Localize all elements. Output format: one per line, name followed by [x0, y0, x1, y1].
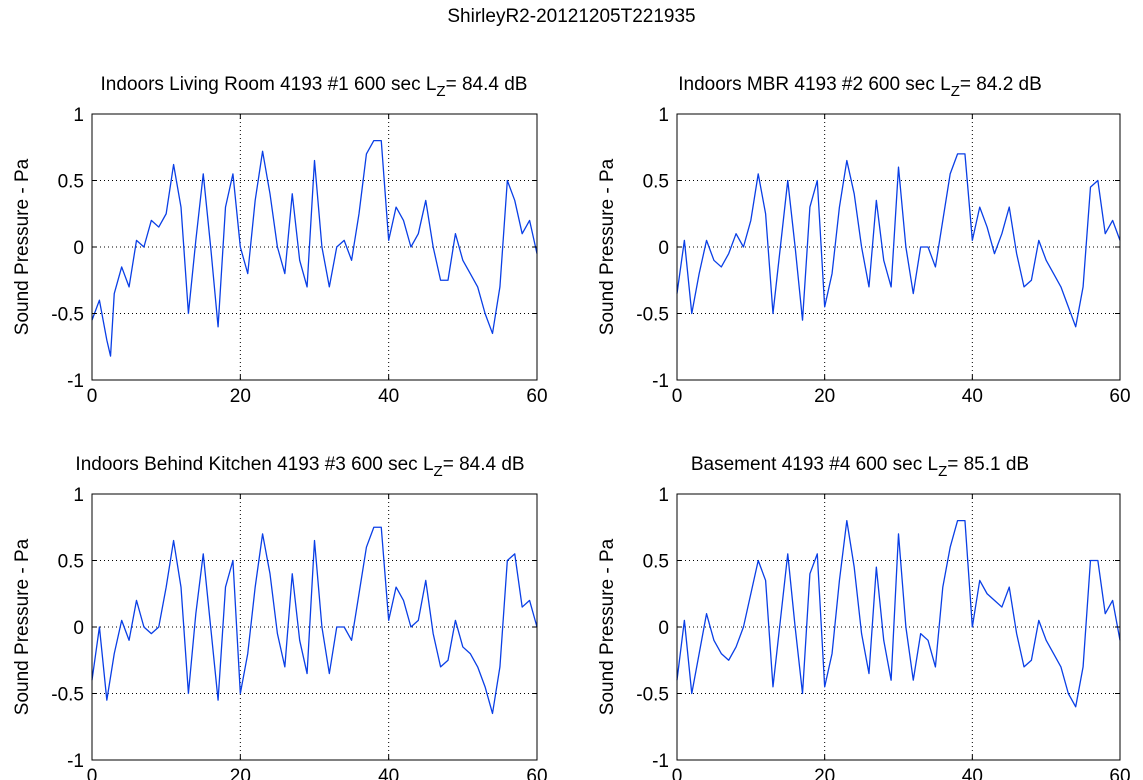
y-tick-label: -0.5 [636, 685, 669, 706]
chart-title-text: Indoors Living Room 4193 #1 600 sec L [101, 74, 437, 95]
series-line [91, 139, 538, 357]
x-tick-label: 20 [814, 766, 835, 780]
x-tick-label: 0 [672, 766, 683, 780]
y-tick-label: 0 [658, 618, 669, 639]
y-tick-label: 0.5 [643, 552, 669, 573]
y-tick-label: 0.5 [58, 552, 84, 573]
y-axis-label: Sound Pressure - Pa [12, 158, 33, 335]
x-tick-label: 0 [672, 386, 683, 407]
x-tick-label: 20 [230, 766, 251, 780]
x-tick-label: 20 [230, 386, 251, 407]
y-tick-label: 0 [73, 238, 84, 259]
series-line [676, 153, 1121, 328]
y-tick-label: 0 [658, 238, 669, 259]
chart-title: Indoors Behind Kitchen 4193 #3 600 sec L… [75, 454, 524, 480]
chart-title-subscript: Z [434, 463, 443, 480]
chart-title-tail: = 85.1 dB [947, 454, 1029, 475]
figure-title: ShirleyR2-20121205T221935 [447, 6, 696, 27]
grid [677, 114, 1120, 380]
x-tick-label: 0 [87, 766, 98, 780]
x-tick-label: 60 [1109, 766, 1130, 780]
y-axis-label: Sound Pressure - Pa [597, 538, 618, 715]
x-tick-label: 40 [962, 386, 983, 407]
chart-title-text: Indoors Behind Kitchen 4193 #3 600 sec L [75, 454, 433, 475]
x-tick-label: 60 [526, 766, 547, 780]
grid [92, 494, 537, 760]
x-tick-label: 60 [526, 386, 547, 407]
y-tick-label: 1 [73, 105, 84, 126]
y-tick-label: 0.5 [643, 172, 669, 193]
chart-panel-mbr: Indoors MBR 4193 #2 600 sec LZ= 84.2 dB 0… [597, 74, 1131, 407]
axes-box [91, 113, 538, 381]
chart-title-subscript: Z [436, 83, 445, 100]
chart-panel-living-room: Indoors Living Room 4193 #1 600 sec LZ= … [12, 74, 548, 407]
chart-title: Basement 4193 #4 600 sec LZ= 85.1 dB [691, 454, 1029, 480]
y-tick-label: -1 [67, 371, 84, 392]
y-tick-label: -1 [67, 751, 84, 772]
x-tick-label: 60 [1109, 386, 1130, 407]
chart-title-tail: = 84.4 dB [443, 454, 525, 475]
series-line [676, 519, 1121, 708]
y-tick-label: 1 [658, 485, 669, 506]
chart-title: Indoors Living Room 4193 #1 600 sec LZ= … [101, 74, 528, 100]
x-tick-label: 40 [378, 386, 399, 407]
chart-title-tail: = 84.2 dB [960, 74, 1042, 95]
y-tick-label: -0.5 [51, 685, 84, 706]
y-tick-label: -0.5 [51, 305, 84, 326]
chart-title: Indoors MBR 4193 #2 600 sec LZ= 84.2 dB [678, 74, 1042, 100]
chart-title-subscript: Z [951, 83, 960, 100]
chart-panel-basement: Basement 4193 #4 600 sec LZ= 85.1 dB 0 20 4… [597, 454, 1131, 780]
chart-panel-behind-kitchen: Indoors Behind Kitchen 4193 #3 600 sec L… [12, 454, 548, 780]
chart-title-text: Indoors MBR 4193 #2 600 sec L [678, 74, 951, 95]
y-tick-label: -0.5 [636, 305, 669, 326]
y-axis-label: Sound Pressure - Pa [597, 158, 618, 335]
x-tick-label: 20 [814, 386, 835, 407]
series-line [91, 526, 538, 715]
y-tick-label: 0 [73, 618, 84, 639]
chart-title-tail: = 84.4 dB [446, 74, 528, 95]
x-tick-label: 40 [962, 766, 983, 780]
y-tick-label: -1 [652, 751, 669, 772]
grid [92, 114, 537, 380]
y-tick-label: 1 [73, 485, 84, 506]
x-tick-label: 0 [87, 386, 98, 407]
y-tick-label: 1 [658, 105, 669, 126]
y-axis-label: Sound Pressure - Pa [12, 538, 33, 715]
y-tick-label: 0.5 [58, 172, 84, 193]
x-tick-label: 40 [378, 766, 399, 780]
chart-title-subscript: Z [938, 463, 947, 480]
chart-title-text: Basement 4193 #4 600 sec L [691, 454, 938, 475]
y-tick-label: -1 [652, 371, 669, 392]
